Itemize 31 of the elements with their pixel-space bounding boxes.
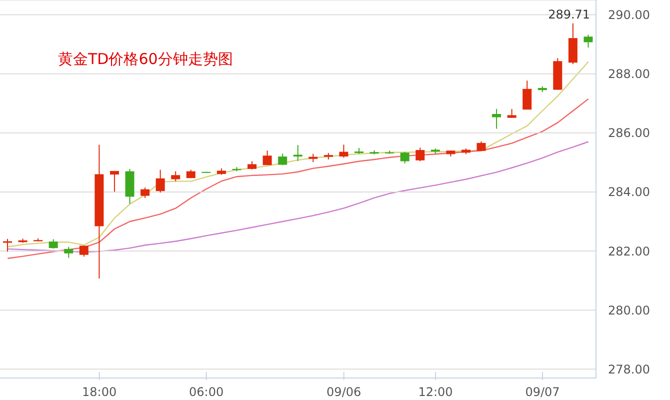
candlestick — [416, 147, 425, 162]
candlestick — [492, 108, 502, 130]
y-tick-label: 278.00 — [608, 362, 650, 376]
y-tick-label: 284.00 — [608, 185, 650, 200]
candlestick — [110, 170, 119, 192]
candlestick — [262, 150, 272, 166]
candlestick — [584, 34, 593, 48]
text: 黄金TD价格60分钟走势图 — [58, 50, 233, 69]
x-tick-label: 06:00 — [189, 385, 224, 399]
y-tick-label: 286.00 — [608, 126, 650, 140]
x-tick-label: 09/07 — [525, 385, 560, 399]
candlestick — [64, 246, 74, 258]
candlestick — [522, 80, 532, 110]
candlestick — [293, 144, 302, 162]
y-tick-label: 288.00 — [608, 67, 650, 82]
candlestick — [171, 170, 180, 182]
x-tick-label: 12:00 — [418, 385, 453, 399]
candlestick — [79, 245, 88, 258]
x-tick-label: 09/06 — [326, 385, 362, 399]
candlestick — [140, 187, 150, 198]
x-tick-label: 18:00 — [82, 385, 117, 399]
y-tick-label: 282.00 — [608, 244, 650, 258]
annotation: 289.71 — [548, 7, 590, 22]
y-tick-label: 290.00 — [608, 8, 650, 22]
y-tick-label: 280.00 — [608, 303, 650, 318]
candlestick — [48, 238, 58, 250]
candlestick — [476, 140, 486, 152]
candlestick — [339, 144, 348, 158]
line-series — [7, 98, 589, 259]
candlestick — [400, 151, 410, 164]
candlestick — [156, 169, 165, 194]
